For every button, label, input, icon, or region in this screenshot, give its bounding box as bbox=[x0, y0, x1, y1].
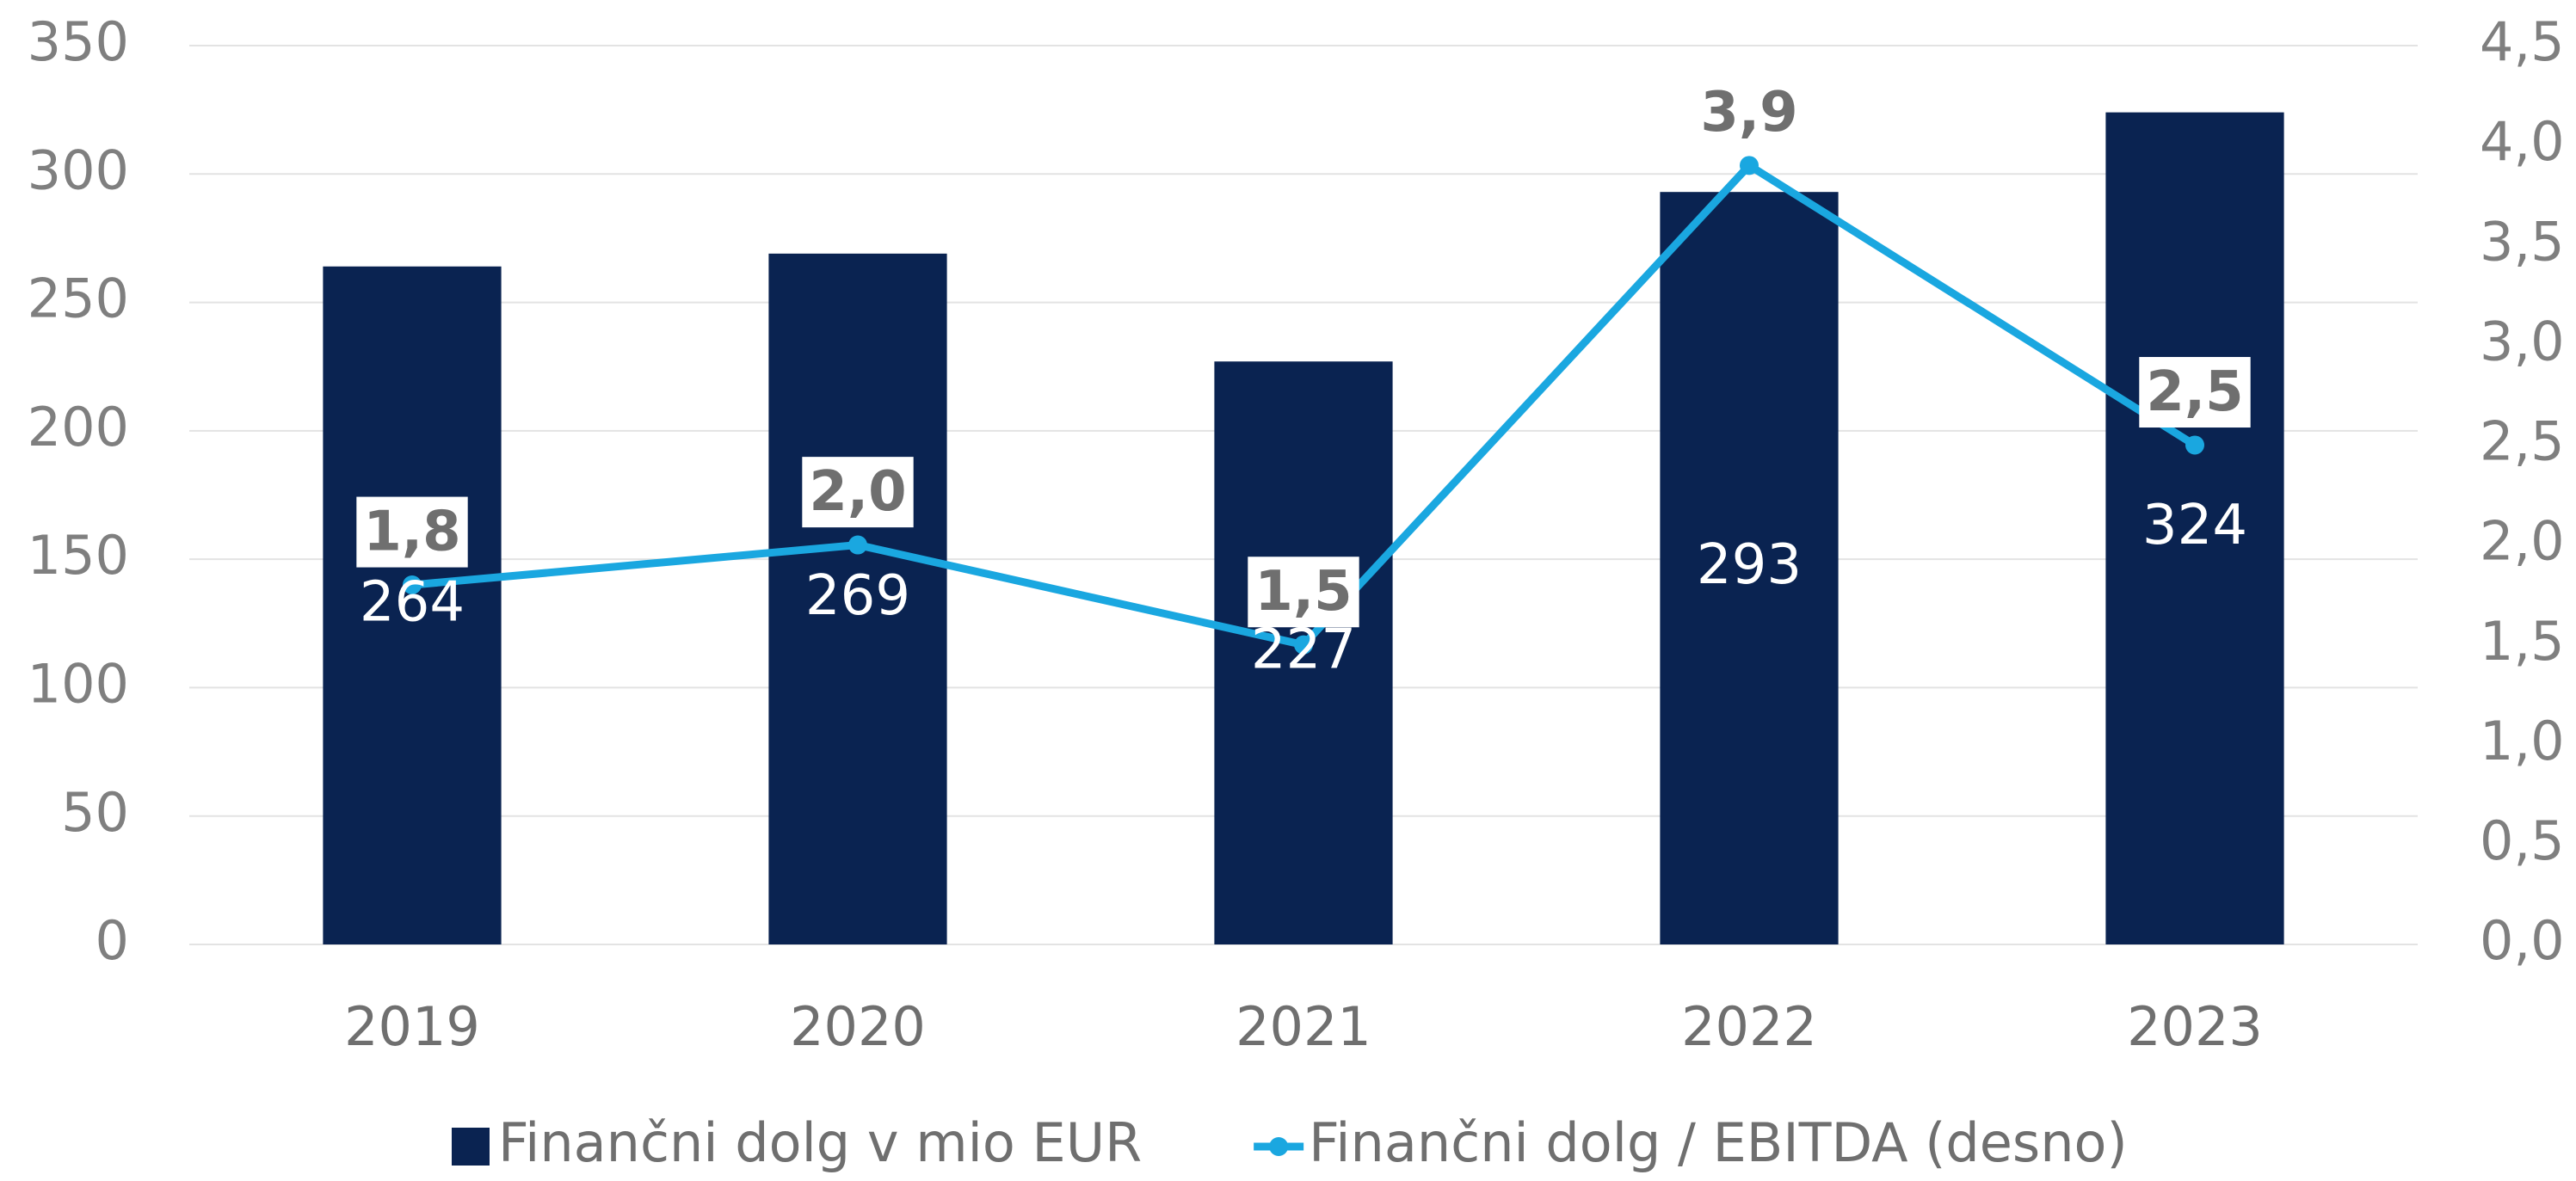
bar-value-label: 324 bbox=[2142, 494, 2247, 557]
line-value-label: 2,0 bbox=[809, 460, 906, 524]
line-value-label: 2,5 bbox=[2146, 360, 2243, 424]
labels: 264 269 227 293 324 1,8 2,0 1,5 3,9 2,5 bbox=[356, 77, 2251, 682]
label-box bbox=[802, 457, 914, 528]
y-tick-label: 250 bbox=[28, 268, 129, 330]
y-tick-label: 200 bbox=[28, 396, 129, 458]
label-box bbox=[356, 496, 468, 568]
y2-tick-label: 4,5 bbox=[2480, 10, 2565, 73]
bar bbox=[323, 266, 502, 944]
x-tick-label: 2022 bbox=[1681, 995, 1817, 1058]
x-tick-label: 2019 bbox=[344, 995, 480, 1058]
y2-tick-label: 0,0 bbox=[2480, 909, 2565, 972]
y2-tick-label: 3,5 bbox=[2480, 210, 2565, 273]
line-value-label: 3,9 bbox=[1700, 81, 1797, 145]
label-box bbox=[1693, 77, 1805, 148]
legend-swatch bbox=[452, 1128, 490, 1166]
y2-tick-label: 1,0 bbox=[2480, 710, 2565, 772]
y-tick-label: 150 bbox=[28, 524, 129, 587]
x-tick-label: 2021 bbox=[1236, 995, 1371, 1058]
y-tick-label: 100 bbox=[28, 653, 129, 716]
bar-value-label: 269 bbox=[805, 564, 910, 628]
y-tick-label: 350 bbox=[28, 10, 129, 73]
legend: Finančni dolg v mio EUR Finančni dolg / E… bbox=[452, 1111, 2128, 1174]
line-point bbox=[1740, 156, 1759, 175]
y-tick-label: 50 bbox=[61, 781, 129, 844]
label-box bbox=[1248, 557, 1359, 628]
line-point bbox=[2185, 435, 2204, 455]
bar-value-label: 264 bbox=[360, 570, 465, 634]
x-tick-label: 2023 bbox=[2127, 995, 2263, 1058]
bar-value-label: 293 bbox=[1697, 533, 1802, 597]
bar bbox=[768, 253, 947, 944]
y2-tick-label: 2,5 bbox=[2480, 410, 2565, 473]
y-tick-label: 300 bbox=[28, 138, 129, 201]
bar-value-label: 227 bbox=[1251, 618, 1356, 682]
bars bbox=[323, 112, 2284, 945]
legend-swatch bbox=[1269, 1137, 1289, 1156]
bar bbox=[2105, 112, 2284, 945]
line-point bbox=[848, 535, 867, 555]
y2-tick-label: 2,0 bbox=[2480, 510, 2565, 573]
line-layer bbox=[403, 156, 2204, 655]
line-point bbox=[1294, 635, 1313, 655]
legend-label: Finančni dolg / EBITDA (desno) bbox=[1309, 1111, 2128, 1174]
line-value-label: 1,8 bbox=[363, 501, 460, 564]
line-point bbox=[403, 575, 422, 594]
x-tick-label: 2020 bbox=[790, 995, 926, 1058]
y2-tick-label: 4,0 bbox=[2480, 110, 2565, 173]
line-value-label: 1,5 bbox=[1254, 560, 1352, 624]
y2-tick-label: 1,5 bbox=[2480, 610, 2565, 673]
y2-tick-label: 3,0 bbox=[2480, 310, 2565, 372]
label-box bbox=[2139, 357, 2251, 428]
bar bbox=[1660, 192, 1839, 944]
y-tick-label: 0 bbox=[96, 909, 129, 972]
legend-label: Finančni dolg v mio EUR bbox=[498, 1111, 1142, 1174]
y2-tick-label: 0,5 bbox=[2480, 809, 2565, 872]
